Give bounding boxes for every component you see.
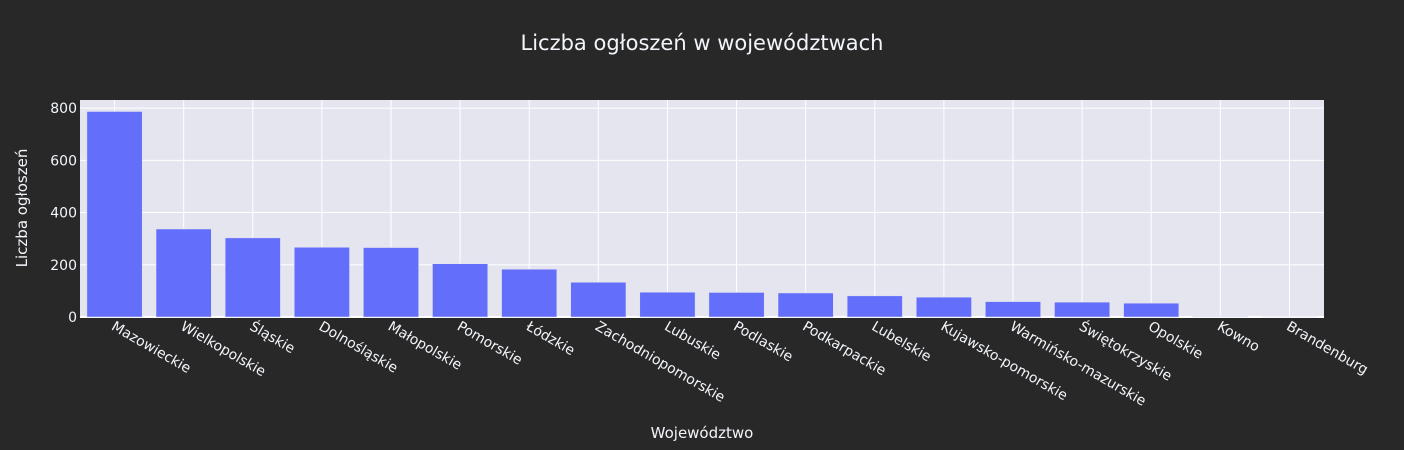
bar-10 <box>708 292 765 318</box>
y-tick-label: 200 <box>50 258 77 274</box>
bar-14 <box>985 301 1041 318</box>
y-tick-label: 0 <box>68 310 77 326</box>
bar-17 <box>1192 316 1249 318</box>
bar-3 <box>224 237 281 318</box>
bars <box>86 111 1318 318</box>
bar-11 <box>777 292 834 318</box>
bar-12 <box>846 295 903 318</box>
bar-2 <box>155 228 212 318</box>
bar-8 <box>570 282 627 318</box>
bar-13 <box>915 296 972 318</box>
bar-1 <box>86 111 143 318</box>
bar-16 <box>1123 302 1180 318</box>
y-tick-label: 600 <box>50 153 77 169</box>
grid-lines <box>80 100 1324 318</box>
bar-4 <box>293 247 350 318</box>
bar-6 <box>432 263 489 318</box>
x-axis-title: Województwo <box>651 424 754 442</box>
bar-5 <box>363 247 419 318</box>
bar-9 <box>639 291 696 318</box>
chart-title: Liczba ogłoszeń w województwach <box>521 31 884 55</box>
y-tick-label: 800 <box>50 101 77 117</box>
bar-15 <box>1054 301 1111 318</box>
y-tick-labels: 0 200 400 600 800 <box>50 101 77 326</box>
bar-7 <box>501 268 558 318</box>
y-tick-label: 400 <box>50 206 77 222</box>
y-axis-title: Liczba ogłoszeń <box>13 149 31 268</box>
plot-area <box>80 100 1324 317</box>
